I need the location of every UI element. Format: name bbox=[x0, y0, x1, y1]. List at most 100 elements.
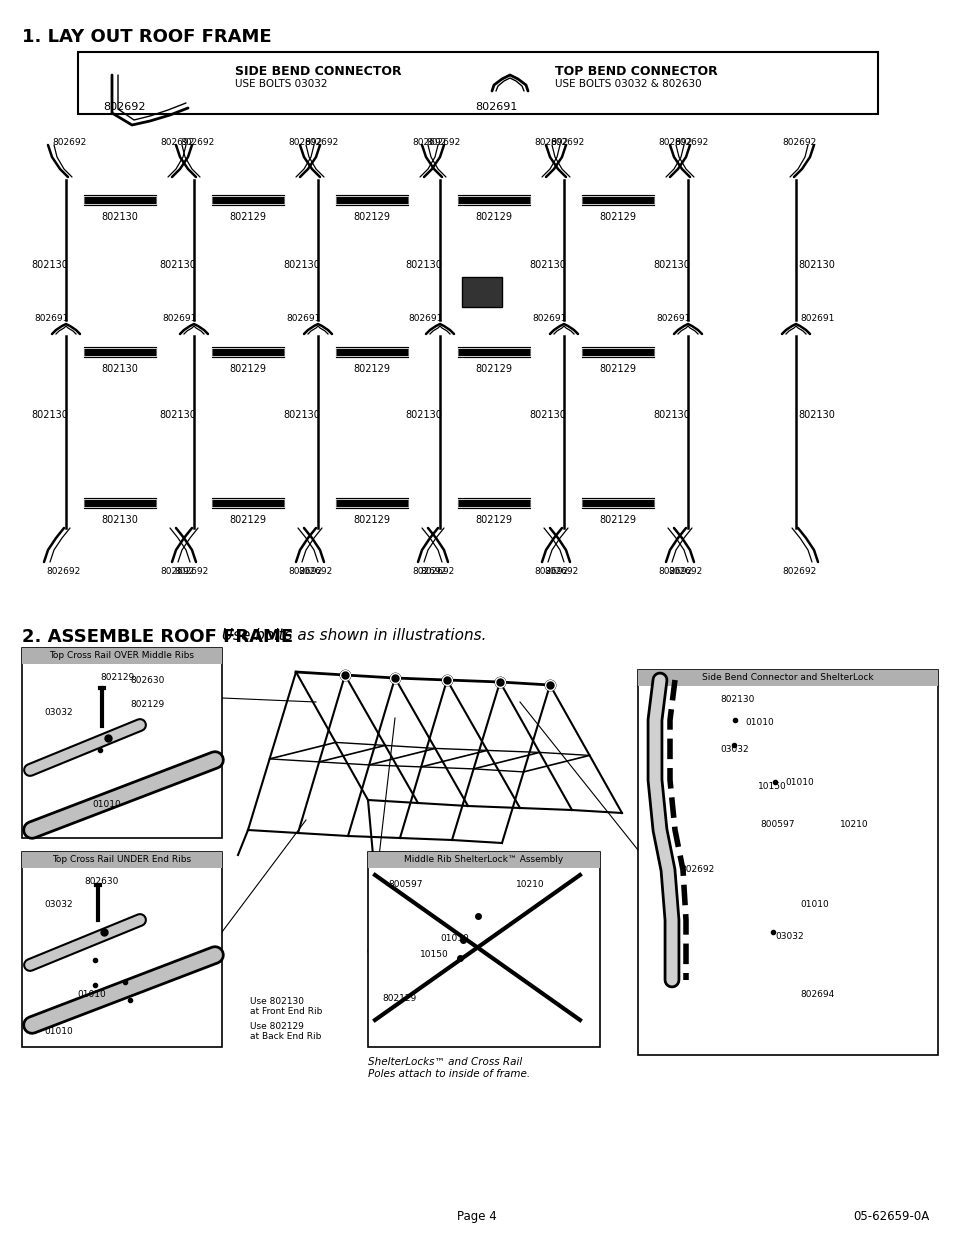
Text: 802129: 802129 bbox=[598, 212, 636, 222]
Text: 802692: 802692 bbox=[534, 138, 568, 147]
Text: 802130: 802130 bbox=[283, 410, 319, 420]
Text: 802692: 802692 bbox=[52, 138, 86, 147]
Text: 802129: 802129 bbox=[354, 515, 390, 525]
Text: 03032: 03032 bbox=[44, 708, 72, 718]
Text: 802691: 802691 bbox=[532, 314, 566, 324]
Text: 802692: 802692 bbox=[673, 138, 707, 147]
Text: 802692: 802692 bbox=[426, 138, 459, 147]
Text: Use 802129
at Back End Rib: Use 802129 at Back End Rib bbox=[250, 1023, 321, 1041]
Text: 802130: 802130 bbox=[30, 410, 68, 420]
Text: 802692: 802692 bbox=[658, 567, 692, 576]
Text: 802129: 802129 bbox=[230, 364, 266, 374]
Text: Use 802130
at Front End Rib: Use 802130 at Front End Rib bbox=[250, 997, 322, 1016]
Text: 802130: 802130 bbox=[797, 261, 834, 270]
Text: 802692: 802692 bbox=[550, 138, 583, 147]
Text: TOP BEND CONNECTOR: TOP BEND CONNECTOR bbox=[555, 65, 717, 78]
Text: 10210: 10210 bbox=[840, 820, 868, 829]
Text: 802692: 802692 bbox=[103, 103, 146, 112]
Text: 802130: 802130 bbox=[101, 212, 138, 222]
Text: 802130: 802130 bbox=[652, 410, 689, 420]
Text: 802691: 802691 bbox=[408, 314, 442, 324]
Polygon shape bbox=[461, 277, 501, 308]
Text: 01010: 01010 bbox=[44, 1028, 72, 1036]
Text: 802692: 802692 bbox=[46, 567, 80, 576]
Text: 802129: 802129 bbox=[100, 673, 134, 682]
Text: Use bolts as shown in illustrations.: Use bolts as shown in illustrations. bbox=[216, 629, 486, 643]
Text: 802130: 802130 bbox=[652, 261, 689, 270]
Text: 800597: 800597 bbox=[388, 881, 422, 889]
Text: 802130: 802130 bbox=[405, 261, 441, 270]
Text: Side Bend Connector and ShelterLock: Side Bend Connector and ShelterLock bbox=[701, 673, 873, 682]
Text: 802130: 802130 bbox=[529, 261, 565, 270]
Text: 802692: 802692 bbox=[288, 567, 322, 576]
Text: 802129: 802129 bbox=[475, 212, 512, 222]
Text: 802130: 802130 bbox=[30, 261, 68, 270]
Text: 03032: 03032 bbox=[720, 745, 748, 755]
Text: Page 4: Page 4 bbox=[456, 1210, 497, 1223]
Text: 1. LAY OUT ROOF FRAME: 1. LAY OUT ROOF FRAME bbox=[22, 28, 272, 46]
Text: 802129: 802129 bbox=[354, 364, 390, 374]
Text: 802129: 802129 bbox=[381, 994, 416, 1003]
Text: 802691: 802691 bbox=[475, 103, 517, 112]
Bar bbox=[638, 671, 937, 685]
Text: 01010: 01010 bbox=[91, 800, 121, 809]
Bar bbox=[638, 671, 937, 1055]
Bar bbox=[22, 852, 222, 868]
Text: 802129: 802129 bbox=[354, 212, 390, 222]
Text: 802130: 802130 bbox=[159, 410, 195, 420]
Text: Middle Rib ShelterLock™ Assembly: Middle Rib ShelterLock™ Assembly bbox=[404, 855, 563, 863]
Text: 802694: 802694 bbox=[800, 990, 833, 999]
Bar bbox=[22, 852, 222, 1047]
Text: 802130: 802130 bbox=[797, 410, 834, 420]
Text: USE BOLTS 03032 & 802630: USE BOLTS 03032 & 802630 bbox=[555, 79, 700, 89]
Text: 03032: 03032 bbox=[44, 900, 72, 909]
Text: 802129: 802129 bbox=[230, 212, 266, 222]
Text: 802691: 802691 bbox=[286, 314, 320, 324]
Text: 10150: 10150 bbox=[419, 950, 448, 960]
Text: 802692: 802692 bbox=[304, 138, 338, 147]
Text: 01010: 01010 bbox=[439, 934, 468, 944]
Text: 01010: 01010 bbox=[744, 718, 773, 727]
Text: 05-62659-0A: 05-62659-0A bbox=[853, 1210, 929, 1223]
Bar bbox=[22, 648, 222, 664]
Text: 802691: 802691 bbox=[34, 314, 69, 324]
Text: 802691: 802691 bbox=[162, 314, 196, 324]
Text: 03032: 03032 bbox=[774, 932, 802, 941]
Text: 802130: 802130 bbox=[159, 261, 195, 270]
Text: 802692: 802692 bbox=[679, 864, 714, 874]
Bar bbox=[368, 852, 599, 1047]
Text: 802692: 802692 bbox=[297, 567, 332, 576]
Bar bbox=[368, 852, 599, 868]
Text: 802129: 802129 bbox=[475, 515, 512, 525]
Text: 802129: 802129 bbox=[475, 364, 512, 374]
Text: 802129: 802129 bbox=[130, 700, 164, 709]
Text: 802692: 802692 bbox=[412, 138, 446, 147]
Text: 802692: 802692 bbox=[419, 567, 454, 576]
Text: 802692: 802692 bbox=[180, 138, 214, 147]
Text: 802130: 802130 bbox=[720, 695, 754, 704]
Text: 802692: 802692 bbox=[543, 567, 578, 576]
Text: 802691: 802691 bbox=[800, 314, 834, 324]
Text: 802692: 802692 bbox=[160, 138, 194, 147]
Text: 800597: 800597 bbox=[760, 820, 794, 829]
Text: 802129: 802129 bbox=[598, 364, 636, 374]
Text: SIDE BEND CONNECTOR: SIDE BEND CONNECTOR bbox=[234, 65, 401, 78]
Text: 01010: 01010 bbox=[784, 778, 813, 787]
Text: 802692: 802692 bbox=[534, 567, 568, 576]
Text: 802692: 802692 bbox=[667, 567, 701, 576]
Text: 802130: 802130 bbox=[283, 261, 319, 270]
Bar bbox=[78, 52, 877, 114]
Text: 802130: 802130 bbox=[529, 410, 565, 420]
Text: 802630: 802630 bbox=[84, 877, 118, 885]
Text: ShelterLocks™ and Cross Rail
Poles attach to inside of frame.: ShelterLocks™ and Cross Rail Poles attac… bbox=[368, 1057, 530, 1078]
Text: 01010: 01010 bbox=[800, 900, 828, 909]
Text: 802691: 802691 bbox=[656, 314, 690, 324]
Text: 802129: 802129 bbox=[230, 515, 266, 525]
Text: 802630: 802630 bbox=[130, 676, 164, 685]
Text: 10150: 10150 bbox=[758, 782, 786, 790]
Text: 01010: 01010 bbox=[77, 990, 106, 999]
Text: 802692: 802692 bbox=[160, 567, 194, 576]
Bar bbox=[22, 648, 222, 839]
Text: 802692: 802692 bbox=[288, 138, 322, 147]
Text: Top Cross Rail OVER Middle Ribs: Top Cross Rail OVER Middle Ribs bbox=[50, 651, 194, 659]
